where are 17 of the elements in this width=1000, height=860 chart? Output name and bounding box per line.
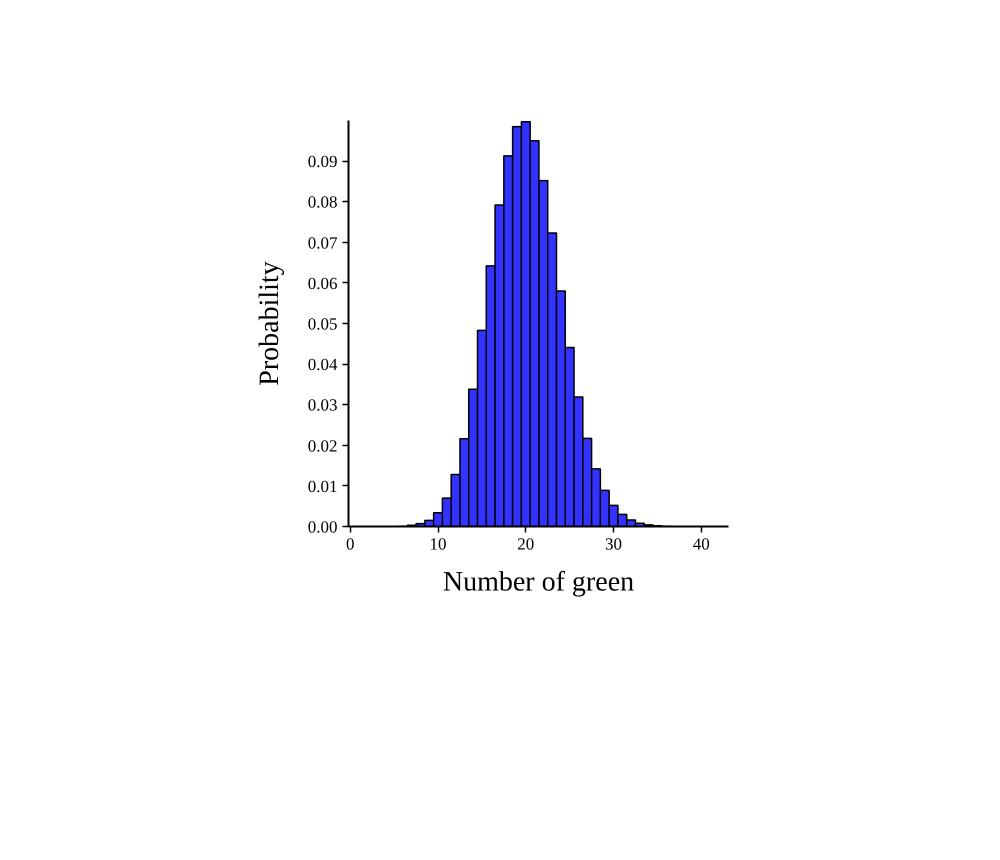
y-tick-label: 0.01: [308, 476, 338, 496]
x-tick-label: 30: [605, 534, 622, 554]
x-tick-label: 10: [430, 534, 447, 554]
y-tick-label: 0.02: [308, 436, 338, 456]
y-tick-label: 0.05: [308, 314, 338, 334]
x-axis-title: Number of green: [442, 566, 634, 598]
x-tick-label: 0: [346, 534, 355, 554]
y-tick-label: 0.07: [308, 233, 338, 252]
y-tick-label: 0.06: [308, 274, 338, 293]
y-tick-label: 0.04: [308, 355, 338, 374]
y-tick-label: 0.00: [308, 518, 338, 536]
y-tick-label: 0.09: [308, 152, 338, 172]
y-axis-title: Probability: [254, 261, 285, 386]
x-tick-label: 20: [517, 534, 534, 554]
y-tick-label: 0.03: [308, 396, 338, 415]
y-tick-label: 0.08: [308, 192, 338, 212]
x-tick-label: 40: [692, 534, 710, 554]
